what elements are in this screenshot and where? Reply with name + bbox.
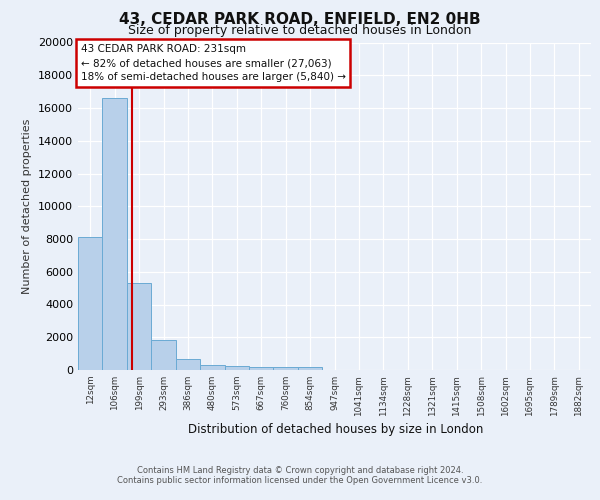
Bar — [151, 340, 176, 370]
Bar — [200, 365, 224, 370]
Text: Distribution of detached houses by size in London: Distribution of detached houses by size … — [188, 422, 484, 436]
Bar — [176, 358, 200, 370]
Text: 43 CEDAR PARK ROAD: 231sqm
← 82% of detached houses are smaller (27,063)
18% of : 43 CEDAR PARK ROAD: 231sqm ← 82% of deta… — [80, 44, 346, 82]
Y-axis label: Number of detached properties: Number of detached properties — [22, 118, 32, 294]
Text: Contains public sector information licensed under the Open Government Licence v3: Contains public sector information licen… — [118, 476, 482, 485]
Bar — [127, 283, 151, 370]
Bar — [298, 367, 322, 370]
Text: Size of property relative to detached houses in London: Size of property relative to detached ho… — [128, 24, 472, 37]
Bar — [78, 238, 103, 370]
Bar — [224, 366, 249, 370]
Text: 43, CEDAR PARK ROAD, ENFIELD, EN2 0HB: 43, CEDAR PARK ROAD, ENFIELD, EN2 0HB — [119, 12, 481, 28]
Text: Contains HM Land Registry data © Crown copyright and database right 2024.: Contains HM Land Registry data © Crown c… — [137, 466, 463, 475]
Bar — [103, 98, 127, 370]
Bar — [274, 367, 298, 370]
Bar — [249, 366, 274, 370]
